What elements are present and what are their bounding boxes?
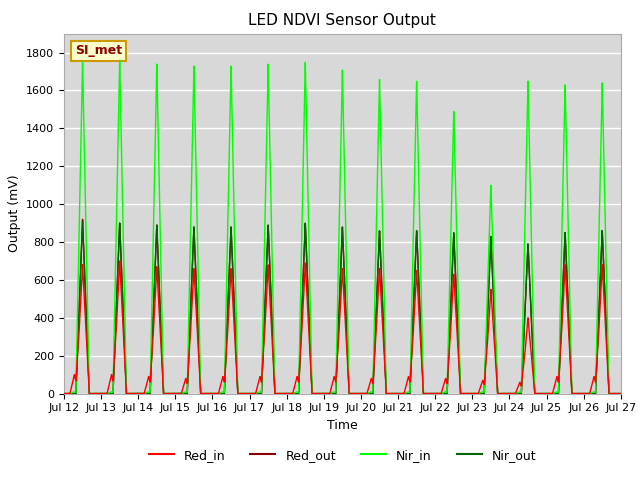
Red_out [617, 391, 625, 396]
Title: LED NDVI Sensor Output: LED NDVI Sensor Output [248, 13, 436, 28]
Nir_in [194, 248, 202, 254]
Red_out [182, 391, 190, 396]
Nir_out [60, 391, 68, 396]
Red_out [543, 391, 550, 396]
Nir_out [355, 391, 362, 396]
Nir_in [116, 57, 124, 63]
Nir_out [121, 348, 129, 354]
Red_in [121, 358, 129, 363]
Line: Nir_in: Nir_in [64, 60, 621, 394]
Red_in [194, 336, 202, 342]
Nir_out [79, 218, 86, 224]
Nir_in [617, 391, 625, 396]
Red_out [78, 238, 86, 244]
Red_out [79, 216, 86, 222]
Line: Nir_out: Nir_out [64, 221, 621, 394]
Line: Red_in: Red_in [64, 261, 621, 394]
Nir_out [194, 318, 202, 324]
Red_in [116, 258, 124, 264]
Nir_out [182, 391, 190, 396]
Red_out [121, 348, 129, 354]
Nir_out [617, 391, 625, 396]
Red_in [355, 391, 362, 396]
Red_out [60, 391, 68, 396]
Nir_in [78, 100, 86, 106]
Red_out [194, 318, 202, 324]
Nir_in [60, 391, 68, 396]
Line: Red_out: Red_out [64, 219, 621, 394]
Red_in [60, 391, 68, 396]
Text: SI_met: SI_met [75, 44, 122, 58]
Nir_in [121, 308, 129, 313]
Red_in [78, 278, 86, 284]
Nir_in [355, 391, 362, 396]
Red_in [182, 377, 190, 383]
Red_in [617, 391, 625, 396]
Nir_out [543, 391, 550, 396]
Nir_out [78, 240, 86, 246]
Y-axis label: Output (mV): Output (mV) [8, 175, 20, 252]
Legend: Red_in, Red_out, Nir_in, Nir_out: Red_in, Red_out, Nir_in, Nir_out [143, 444, 541, 467]
Nir_in [543, 391, 550, 396]
Nir_in [182, 389, 190, 395]
X-axis label: Time: Time [327, 419, 358, 432]
Red_in [543, 391, 550, 396]
Red_out [355, 391, 362, 396]
